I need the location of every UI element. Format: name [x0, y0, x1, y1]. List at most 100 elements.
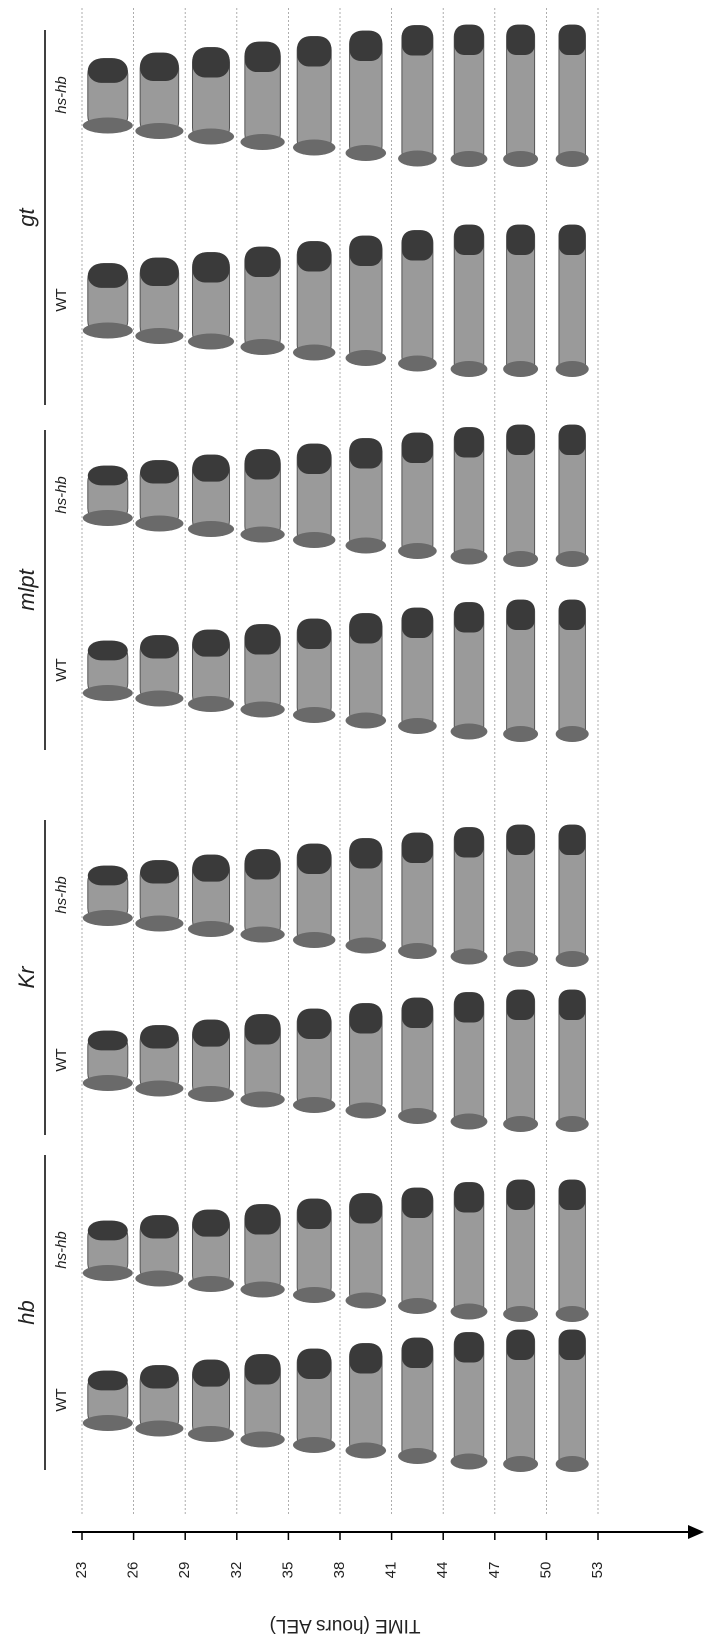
embryo-tail [503, 1116, 538, 1132]
embryo-tail [345, 938, 386, 954]
embryo-head [245, 450, 281, 480]
embryo-tail [240, 527, 284, 543]
embryo-head [350, 1194, 383, 1224]
embryo-tail [345, 1103, 386, 1119]
embryo-tail [398, 356, 437, 372]
embryo-tail [83, 910, 133, 926]
tick-label: 47 [486, 1562, 503, 1579]
embryo-tail [503, 726, 538, 742]
embryo-tail [240, 134, 284, 150]
embryo-head [402, 998, 433, 1028]
embryo-head [193, 253, 230, 283]
embryo-tail [503, 1456, 538, 1472]
embryo-tail [556, 1456, 589, 1472]
embryo-tail [556, 726, 589, 742]
figure: TIME (hours AEL) 2326293235384144475053h… [0, 0, 706, 1648]
embryo-tail [240, 1432, 284, 1448]
embryo-tail [345, 1293, 386, 1309]
condition-label: WT [53, 288, 70, 311]
embryo-head [559, 25, 586, 55]
embryo-tail [503, 951, 538, 967]
embryo-head [402, 1338, 433, 1368]
embryo-tail [240, 927, 284, 943]
embryo-head [350, 236, 383, 266]
embryo-head [193, 855, 230, 882]
embryo-head [297, 844, 331, 874]
embryo-tail [556, 951, 589, 967]
embryo-head [245, 625, 281, 655]
embryo-head [88, 1031, 128, 1050]
embryo-head [297, 1009, 331, 1039]
embryo-tail [451, 724, 488, 740]
embryo-head [350, 1004, 383, 1034]
embryo-head [245, 1205, 281, 1235]
embryo-head [507, 825, 535, 855]
embryo-tail [503, 1306, 538, 1322]
condition-label: WT [53, 658, 70, 681]
embryo-head [140, 1026, 179, 1049]
embryo-head [402, 1188, 433, 1218]
embryo-tail [345, 1443, 386, 1459]
embryo-head [507, 990, 535, 1020]
embryo-tail [398, 1448, 437, 1464]
embryo-head [140, 1216, 179, 1239]
embryo-tail [293, 1437, 336, 1453]
embryo-tail [83, 118, 133, 134]
tick-label: 53 [589, 1562, 606, 1579]
embryo-head [297, 37, 331, 67]
embryo-tail [135, 1271, 183, 1287]
embryo-head [88, 866, 128, 885]
embryo-head [507, 225, 535, 255]
tick-label: 44 [434, 1562, 451, 1579]
embryo-tail [188, 334, 234, 350]
embryo-tail [135, 1421, 183, 1437]
embryo-tail [240, 1092, 284, 1108]
embryo-head [88, 641, 128, 660]
embryo-head [559, 425, 586, 455]
embryo-tail [398, 718, 437, 734]
embryo-head [297, 242, 331, 272]
embryo-tail [503, 551, 538, 567]
gene-label: mlpt [14, 568, 39, 610]
embryo-head [350, 614, 383, 644]
embryo-head [140, 1366, 179, 1389]
embryo-head [559, 1330, 586, 1360]
tick-label: 50 [537, 1562, 554, 1579]
embryo-tail [503, 151, 538, 167]
embryo-head [454, 428, 484, 458]
embryo-tail [135, 691, 183, 707]
tick-label: 23 [73, 1562, 90, 1579]
embryo-head [140, 461, 179, 484]
embryo-head [454, 25, 484, 55]
embryo-tail [451, 361, 488, 377]
embryo-head [402, 433, 433, 463]
embryo-head [402, 833, 433, 863]
embryo-head [88, 466, 128, 485]
embryo-tail [345, 350, 386, 366]
embryo-tail [188, 1276, 234, 1292]
embryo-tail [398, 1108, 437, 1124]
embryo-tail [293, 532, 336, 548]
embryo-tail [345, 145, 386, 161]
embryo-head [193, 630, 230, 657]
embryo-head [140, 258, 179, 286]
embryo-head [350, 31, 383, 61]
embryo-tail [188, 696, 234, 712]
embryo-head [297, 1199, 331, 1229]
embryo-tail [83, 685, 133, 701]
embryo-tail [293, 345, 336, 361]
embryo-tail [451, 549, 488, 565]
tick-label: 38 [331, 1562, 348, 1579]
embryo-tail [451, 1454, 488, 1470]
condition-label: hs-hb [53, 1231, 70, 1269]
embryo-tail [83, 323, 133, 339]
embryo-head [297, 619, 331, 649]
gene-label: hb [14, 1300, 39, 1324]
embryo-head [193, 48, 230, 78]
embryo-tail [451, 151, 488, 167]
axis-label: TIME (hours AEL) [270, 1615, 421, 1636]
embryo-tail [398, 543, 437, 559]
embryo-head [140, 636, 179, 659]
embryo-tail [556, 1306, 589, 1322]
embryo-head [507, 425, 535, 455]
